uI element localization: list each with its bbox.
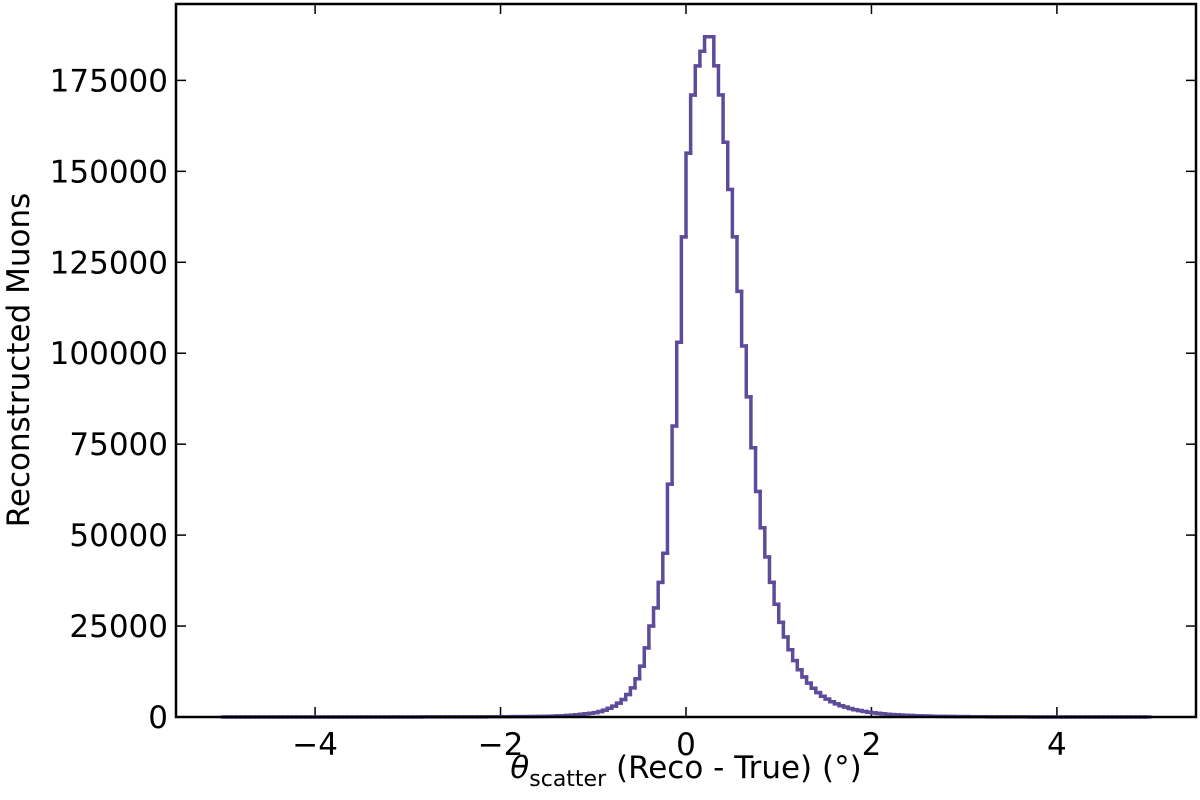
y-tick-label: 75000 <box>69 427 168 463</box>
histogram-step <box>767 555 776 585</box>
y-tick-label: 0 <box>148 700 168 736</box>
histogram-step <box>739 289 749 348</box>
histogram-step <box>642 646 651 668</box>
histogram-step <box>670 424 679 486</box>
y-tick-label: 150000 <box>50 154 168 190</box>
histogram-step <box>679 235 688 345</box>
histogram-step <box>735 235 744 294</box>
x-label-subscript: scatter <box>529 767 607 792</box>
x-tick-label: 2 <box>862 727 882 763</box>
histogram-step <box>651 606 660 628</box>
histogram-step <box>688 93 698 155</box>
y-tick-label: 125000 <box>50 245 168 281</box>
x-tick-label: 4 <box>1047 727 1067 763</box>
histogram-step <box>749 395 758 450</box>
histogram-step <box>684 151 693 239</box>
histogram-step <box>674 340 684 428</box>
histogram-step <box>772 580 781 606</box>
x-tick-label: −4 <box>292 727 338 763</box>
histogram-step <box>656 580 665 610</box>
histogram-step <box>716 64 725 97</box>
histogram-step <box>712 34 721 68</box>
y-tick-label: 25000 <box>69 609 168 645</box>
x-label-symbol: θ <box>510 750 529 786</box>
histogram-step <box>744 344 753 399</box>
histogram-step <box>665 482 674 556</box>
y-axis-label: Reconstructed Muons <box>1 193 37 528</box>
histogram-step <box>758 489 767 530</box>
histogram-step <box>725 140 735 192</box>
histogram-step <box>661 551 670 585</box>
histogram-step <box>721 93 730 144</box>
x-label-text: (Reco - True) (°) <box>606 750 862 786</box>
histogram-step <box>730 187 739 239</box>
histogram-step <box>637 664 647 681</box>
histogram-step <box>776 602 786 625</box>
histogram-step <box>763 526 772 559</box>
x-tick-label: 0 <box>676 727 696 763</box>
histogram-step <box>702 34 711 54</box>
y-tick-label: 100000 <box>50 336 168 372</box>
histogram-step <box>698 49 707 68</box>
x-axis-label: θscatter (Reco - True) (°) <box>510 750 861 792</box>
histogram-step <box>693 64 702 97</box>
histogram-step <box>786 635 795 652</box>
histogram-step <box>781 620 790 639</box>
y-tick-label: 175000 <box>50 63 168 99</box>
histogram-step <box>647 624 656 650</box>
x-tick-label: −2 <box>478 727 524 763</box>
y-tick-label: 50000 <box>69 518 168 554</box>
plot-frame <box>174 2 1198 719</box>
histogram-step <box>753 446 762 494</box>
